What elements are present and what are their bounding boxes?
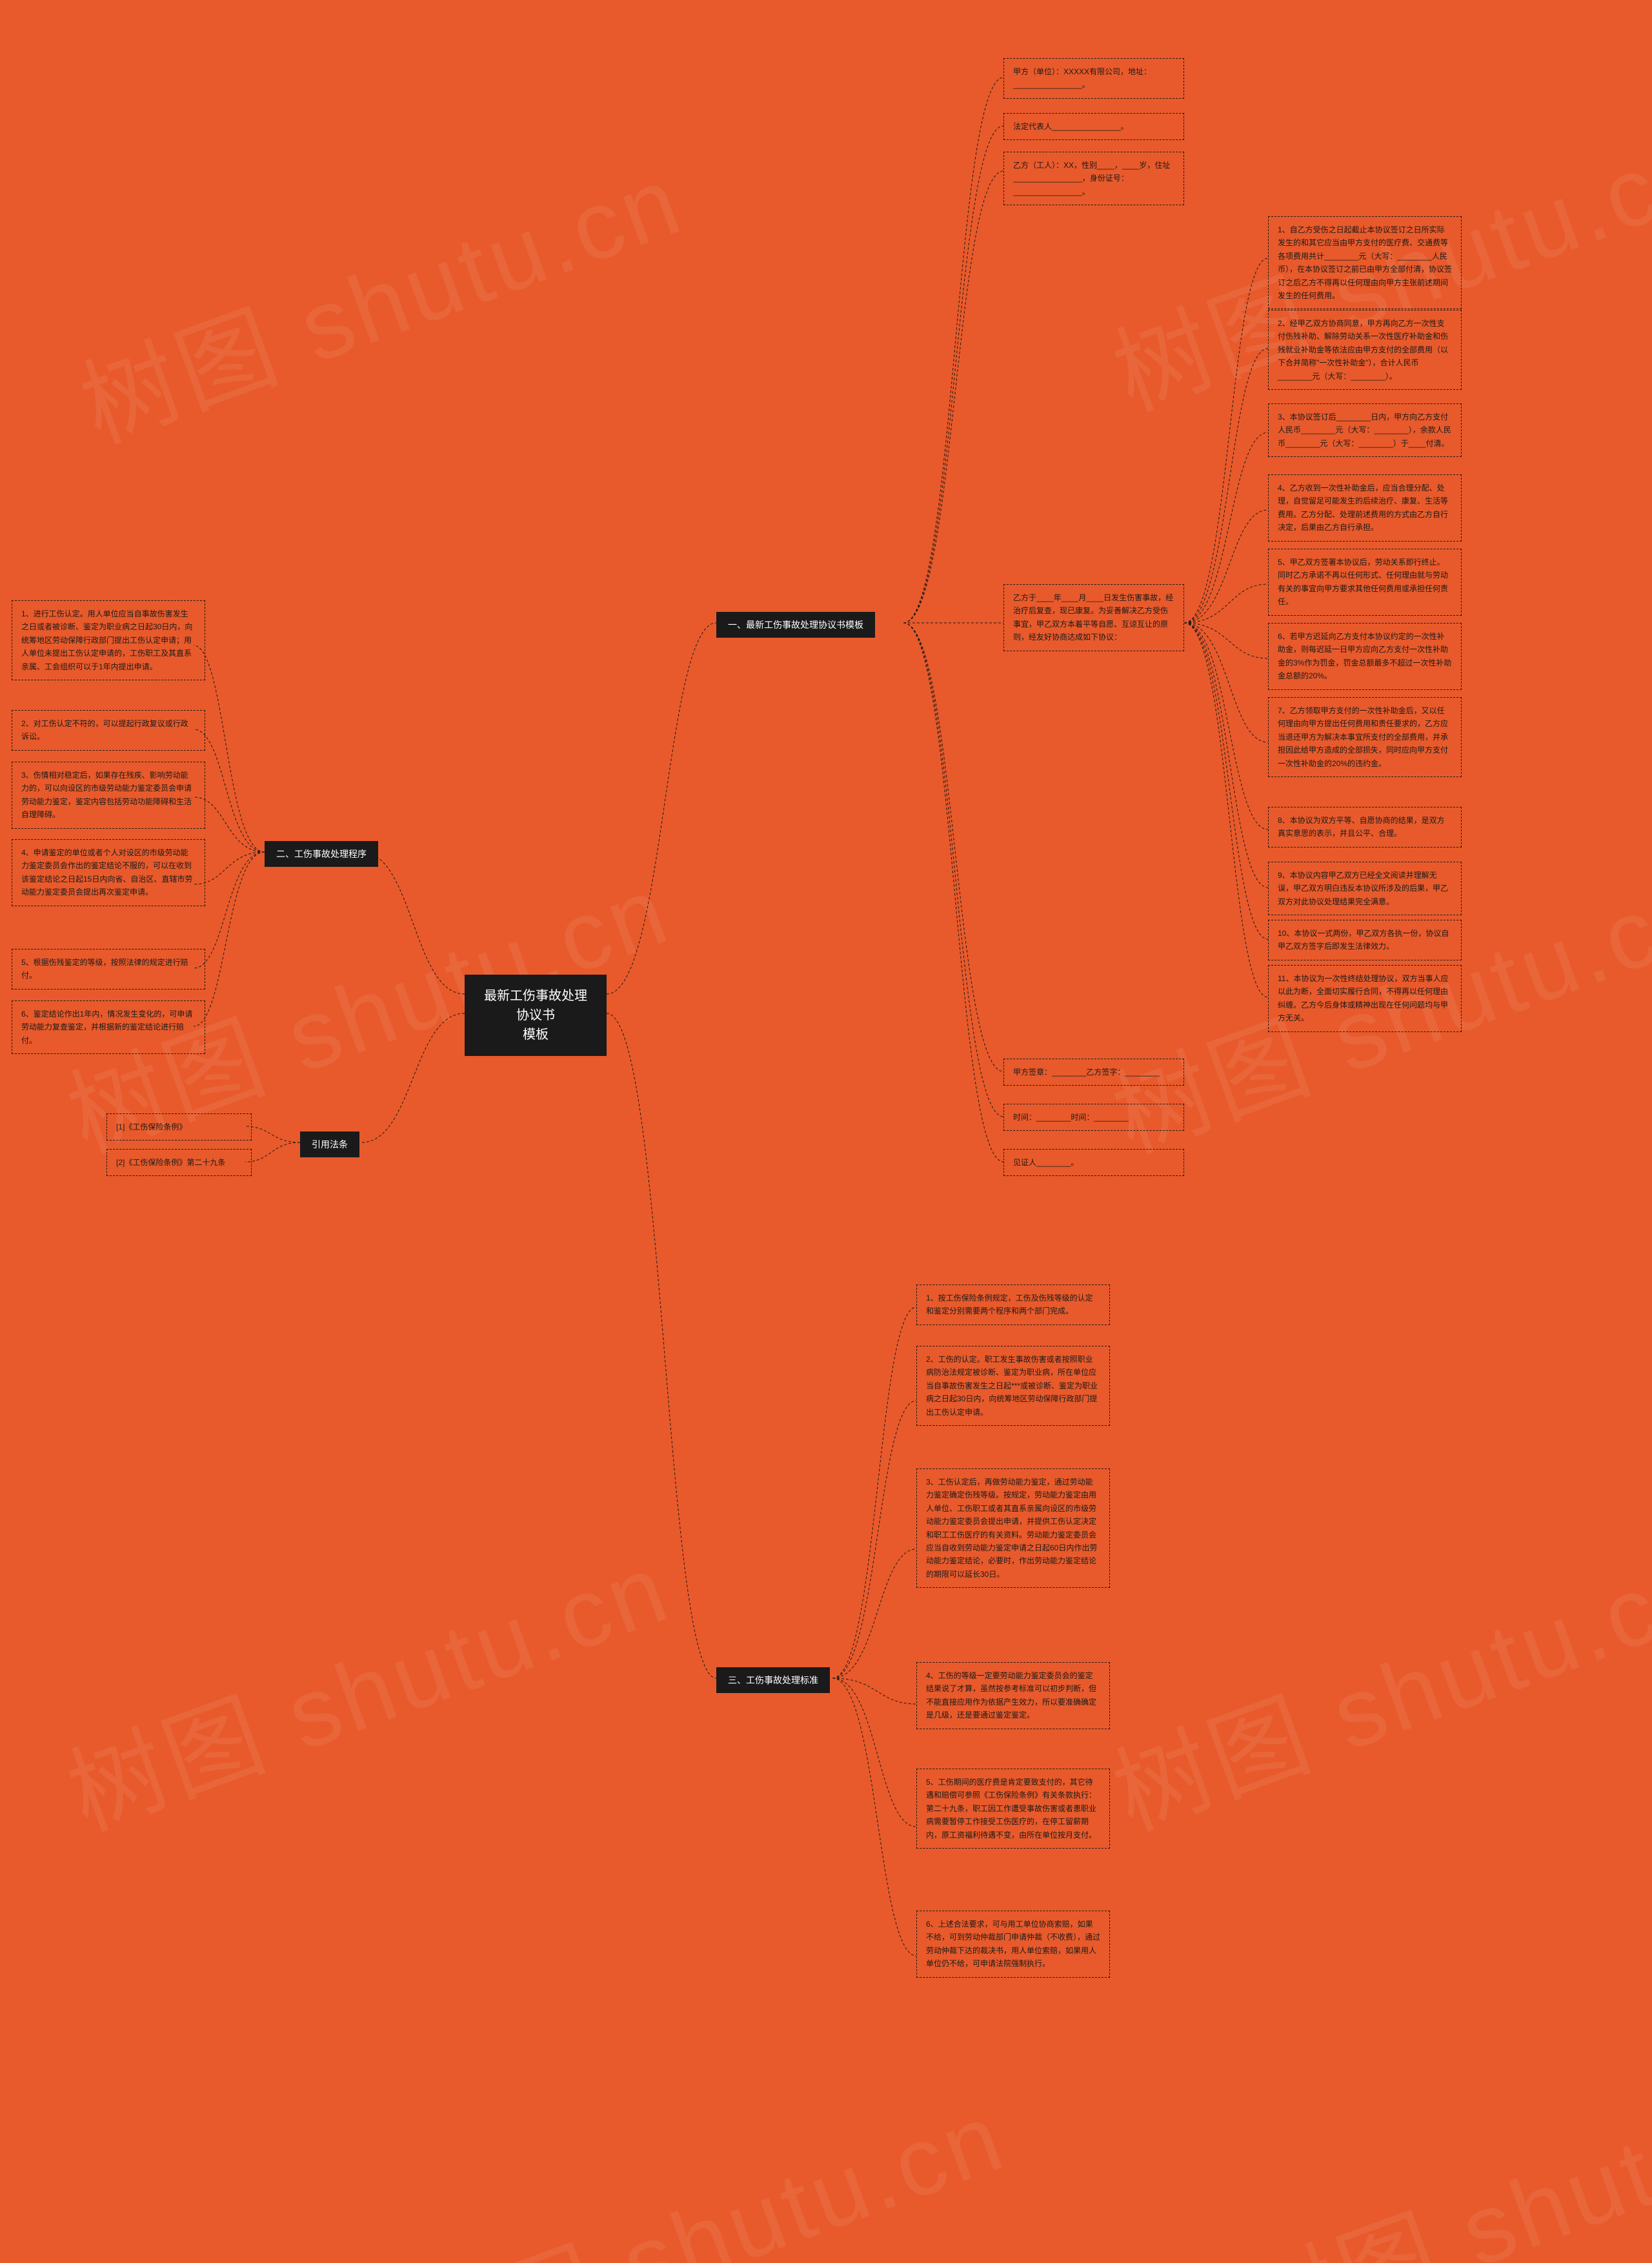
branch-one-item-2: 2、经甲乙双方协商同意，甲方再向乙方一次性支付伤残补助、解除劳动关系一次性医疗补… xyxy=(1268,310,1462,390)
branch-one-item-3: 3、本协议签订后________日内，甲方向乙方支付人民币________元（大… xyxy=(1268,403,1462,457)
branch-two-item-2: 2、对工伤认定不符的，可以提起行政复议或行政诉讼。 xyxy=(12,710,205,751)
branch-refs-item-1: [1]《工伤保险条例》 xyxy=(106,1113,252,1141)
branch-one-intro-body: 乙方于____年____月____日发生伤害事故，经治疗后复查，现已康复。为妥善… xyxy=(1003,584,1184,651)
branch-one-header-b: 法定代表人________________。 xyxy=(1003,113,1184,140)
branch-one-item-8: 8、本协议为双方平等、自愿协商的结果，是双方真实意思的表示，并且公平、合理。 xyxy=(1268,807,1462,847)
branch-one-footer-witness: 见证人________。 xyxy=(1003,1149,1184,1176)
watermark: 树图 shutu.cn xyxy=(46,1510,685,1857)
branch-one-item-1: 1、自乙方受伤之日起截止本协议签订之日所实际发生的和其它应当由甲方支付的医疗费、… xyxy=(1268,216,1462,309)
branch-refs-item-2: [2]《工伤保险条例》第二十九条 xyxy=(106,1149,252,1176)
branch-refs-title: 引用法条 xyxy=(300,1132,359,1157)
branch-one-title: 一、最新工伤事故处理协议书模板 xyxy=(716,612,875,638)
branch-one-item-4: 4、乙方收到一次性补助金后，应当合理分配、处理，自觉留足可能发生的后续治疗、康复… xyxy=(1268,474,1462,542)
center-title-line2: 模板 xyxy=(484,1025,587,1044)
branch-one-item-9: 9、本协议内容甲乙双方已经全文阅读并理解无误，甲乙双方明白违反本协议所涉及的后果… xyxy=(1268,862,1462,915)
branch-one-item-6: 6、若甲方迟延向乙方支付本协议约定的一次性补助金，则每迟延一日甲方应向乙方支付一… xyxy=(1268,623,1462,690)
branch-three-item-1: 1、按工伤保险条例规定，工伤及伤残等级的认定和鉴定分别需要两个程序和两个部门完成… xyxy=(916,1284,1110,1325)
branch-one-item-11: 11、本协议为一次性终结处理协议，双方当事人应以此为断，全面切实履行合同，不得再… xyxy=(1268,965,1462,1032)
watermark: 树图 shutu.cn xyxy=(59,123,698,469)
branch-one-footer-time: 时间：________时间：________ xyxy=(1003,1104,1184,1131)
center-title: 最新工伤事故处理协议书 模板 xyxy=(465,975,607,1056)
branch-one-footer-sign: 甲方签章：________乙方签字：________ xyxy=(1003,1059,1184,1086)
branch-three-title: 三、工伤事故处理标准 xyxy=(716,1667,830,1693)
branch-one-header-c: 乙方（工人）：XX，性别____，____岁，住址_______________… xyxy=(1003,152,1184,205)
branch-three-item-4: 4、工伤的等级一定要劳动能力鉴定委员会的鉴定结果说了才算，虽然按参考标准可以初步… xyxy=(916,1662,1110,1729)
branch-one-item-7: 7、乙方领取甲方支付的一次性补助金后，又以任何理由向甲方提出任何费用和责任要求的… xyxy=(1268,697,1462,777)
branch-two-item-5: 5、根据伤残鉴定的等级，按照法律的规定进行赔付。 xyxy=(12,949,205,989)
branch-two-item-1: 1、进行工伤认定。用人单位应当自事故伤害发生之日或者被诊断、鉴定为职业病之日起3… xyxy=(12,600,205,680)
branch-three-item-6: 6、上述合法要求，可与用工单位协商索赔，如果不给，可到劳动仲裁部门申请仲裁（不收… xyxy=(916,1911,1110,1978)
branch-two-item-6: 6、鉴定结论作出1年内，情况发生变化的，可申请劳动能力复查鉴定，并根据新的鉴定结… xyxy=(12,1000,205,1054)
center-title-line1: 最新工伤事故处理协议书 xyxy=(484,986,587,1025)
branch-three-item-3: 3、工伤认定后，再做劳动能力鉴定，通过劳动能力鉴定确定伤残等级。按规定，劳动能力… xyxy=(916,1468,1110,1588)
branch-three-item-2: 2、工伤的认定。职工发生事故伤害或者按照职业病防治法规定被诊断、鉴定为职业病，所… xyxy=(916,1346,1110,1426)
branch-one-header-a: 甲方（单位）：XXXXX有限公司，地址：________________。 xyxy=(1003,58,1184,99)
watermark: 树图 shutu.cn xyxy=(1092,1510,1652,1857)
branch-two-title: 二、工伤事故处理程序 xyxy=(265,841,378,867)
watermark: 树图 shutu.cn xyxy=(382,2059,1021,2263)
branch-two-item-4: 4、申请鉴定的单位或者个人对设区的市级劳动能力鉴定委员会作出的鉴定结论不服的，可… xyxy=(12,839,205,906)
branch-two-item-3: 3、伤情相对稳定后，如果存在残疾、影响劳动能力的，可以向设区的市级劳动能力鉴定委… xyxy=(12,762,205,829)
watermark: 树图 shutu.cn xyxy=(1221,2027,1652,2263)
branch-one-item-5: 5、甲乙双方签署本协议后，劳动关系即行终止。同时乙方承诺不再以任何形式、任何理由… xyxy=(1268,549,1462,616)
branch-one-item-10: 10、本协议一式两份，甲乙双方各执一份，协议自甲乙双方签字后即发生法律效力。 xyxy=(1268,920,1462,960)
branch-three-item-5: 5、工伤期间的医疗费是肯定要致支付的，其它待遇和赔偿可参照《工伤保险条例》有关条… xyxy=(916,1769,1110,1849)
